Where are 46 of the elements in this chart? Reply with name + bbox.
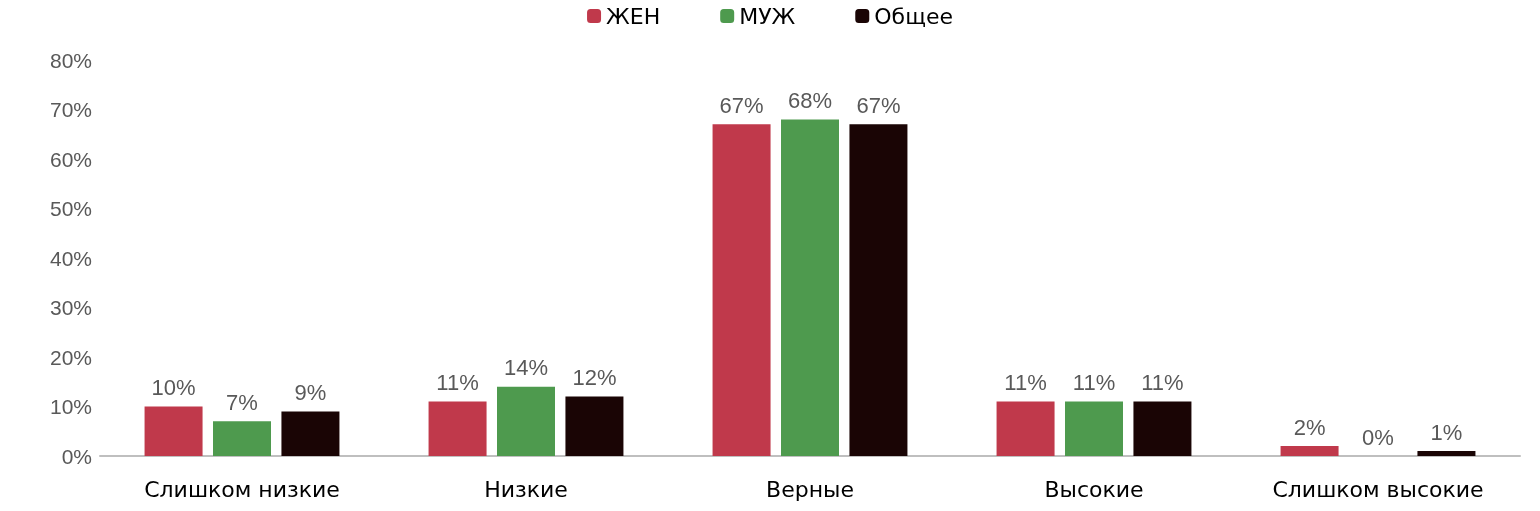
- bar: [1133, 401, 1192, 456]
- y-tick-label: 60%: [49, 147, 92, 171]
- data-label: 11%: [1004, 370, 1047, 396]
- x-tick-label: Верные: [766, 476, 854, 502]
- legend-label: Общее: [874, 3, 953, 29]
- data-label: 67%: [856, 92, 901, 118]
- data-label: 9%: [294, 379, 327, 405]
- data-label: 1%: [1430, 419, 1463, 445]
- data-label: 67%: [719, 92, 764, 118]
- bar: [428, 401, 487, 456]
- data-label: 68%: [787, 87, 833, 113]
- y-tick-label: 0%: [61, 444, 92, 468]
- y-tick-label: 20%: [49, 345, 92, 369]
- data-label: 10%: [151, 375, 196, 400]
- x-tick-label: Высокие: [1044, 476, 1144, 502]
- y-tick-label: 80%: [49, 48, 92, 72]
- data-label: 11%: [1072, 370, 1116, 396]
- bar: [144, 406, 203, 456]
- data-label: 11%: [436, 370, 479, 396]
- x-tick-label: Низкие: [484, 476, 568, 502]
- bar: [781, 119, 839, 456]
- bar: [849, 124, 908, 456]
- legend-label: МУЖ: [739, 3, 796, 29]
- data-label: 2%: [1293, 414, 1326, 440]
- bar: [213, 421, 271, 456]
- y-tick-label: 70%: [49, 98, 92, 121]
- y-tick-label: 50%: [49, 197, 92, 220]
- bar: [497, 386, 555, 456]
- data-label: 14%: [503, 355, 549, 381]
- bar: [712, 124, 771, 456]
- x-tick-label: Слишком низкие: [144, 476, 340, 502]
- legend-label: ЖЕН: [606, 3, 661, 29]
- x-tick-label: Слишком высокие: [1272, 476, 1484, 502]
- y-tick-label: 30%: [49, 296, 92, 319]
- bar: [1280, 446, 1339, 456]
- y-tick-label: 40%: [49, 246, 92, 270]
- data-label: 11%: [1141, 370, 1184, 396]
- bar: [281, 411, 340, 456]
- y-tick-label: 10%: [49, 395, 92, 418]
- bar: [1417, 451, 1476, 456]
- bar: [565, 396, 624, 456]
- bar: [996, 401, 1055, 456]
- data-label: 12%: [572, 365, 617, 391]
- data-label: 7%: [226, 389, 258, 415]
- bar: [1065, 401, 1123, 456]
- data-label: 0%: [1362, 424, 1394, 450]
